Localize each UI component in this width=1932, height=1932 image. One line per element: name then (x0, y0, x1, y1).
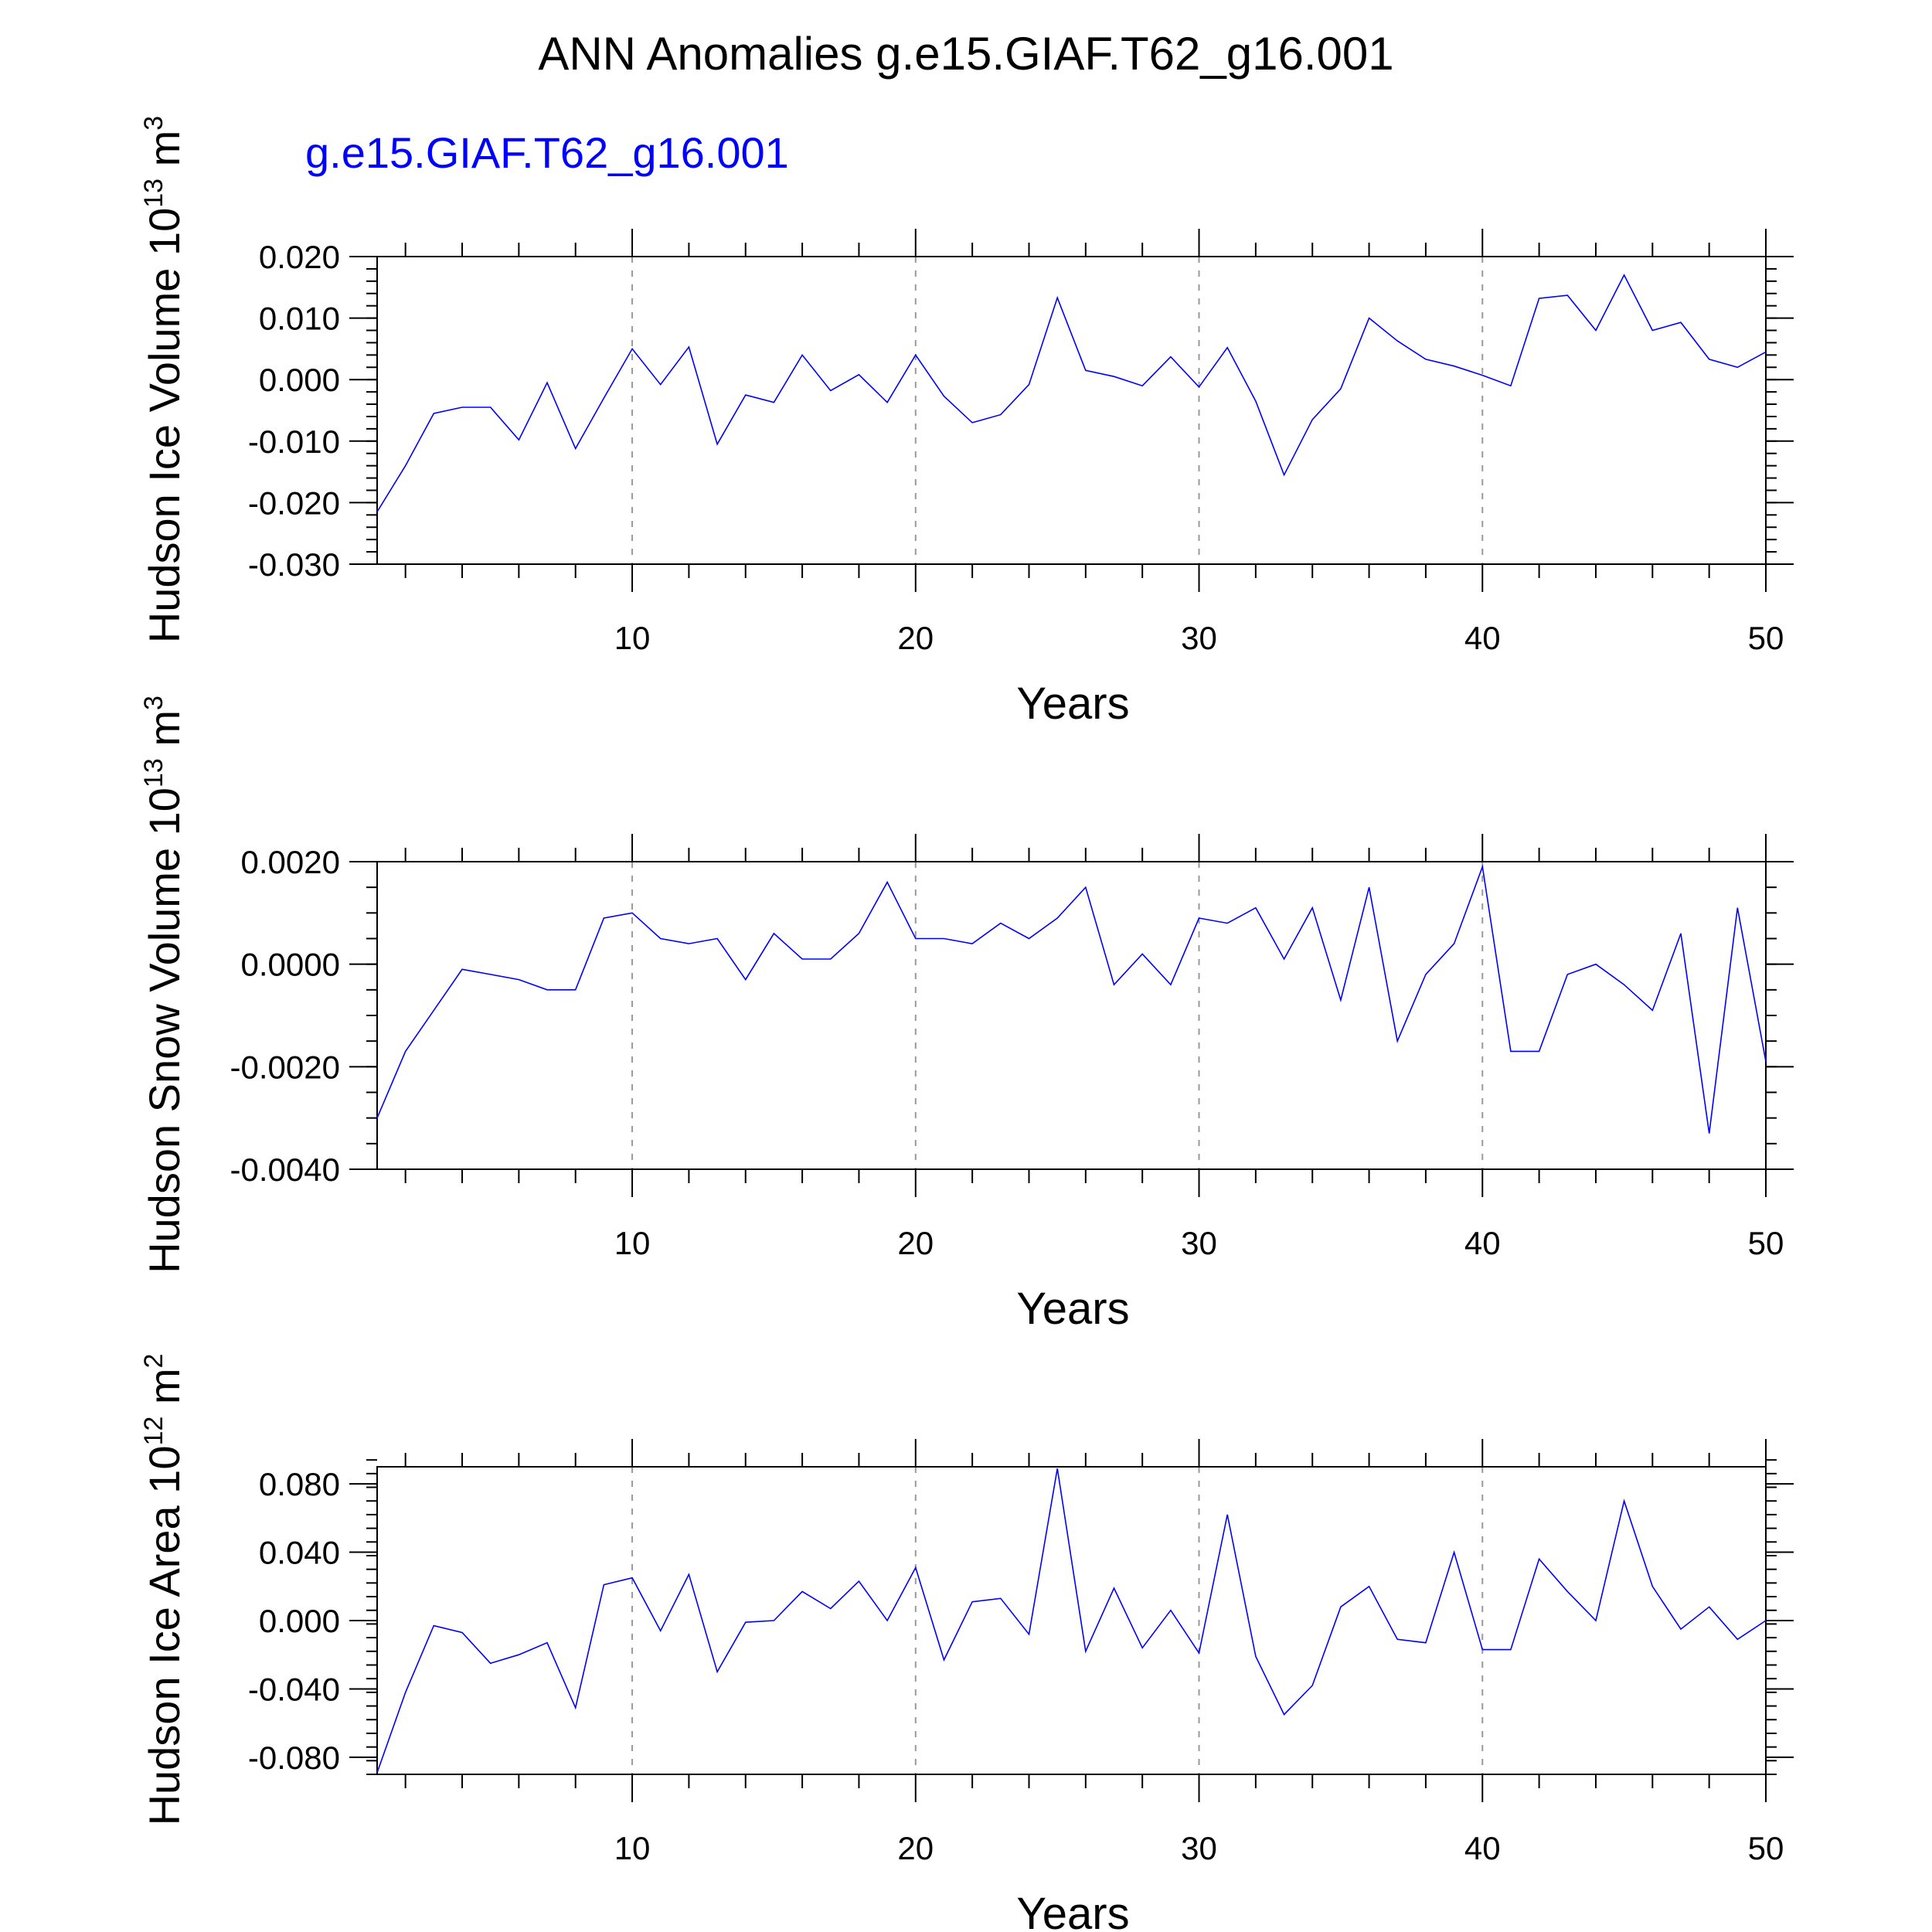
chart-panel-1: 10 20 30 40 50 -0.030 -0.020 -0.010 0.000 0.010 0.… (139, 116, 1794, 729)
y-axis-label-exp: 13 (139, 179, 168, 208)
x-tick-label: 30 (1181, 1225, 1217, 1261)
y-tick-label: -0.0020 (230, 1049, 340, 1085)
y-tick-label: 0.040 (259, 1535, 340, 1571)
y-tick-label: 0.010 (259, 301, 340, 337)
y-tick-label: -0.030 (248, 546, 340, 583)
chart-subtitle: g.e15.GIAF.T62_g16.001 (305, 128, 789, 177)
x-axis-label: Years (1016, 1889, 1129, 1932)
y-axis-label-unit-exp: 2 (139, 1354, 168, 1369)
plot-frame (376, 1466, 1767, 1775)
y-axis-label: Hudson Ice Volume 1013 m3 (139, 116, 189, 643)
y-tick-label: -0.020 (248, 485, 340, 521)
plot-frame (376, 861, 1767, 1170)
x-tick-label: 50 (1748, 620, 1784, 656)
x-tick-label: 10 (614, 1830, 651, 1866)
y-tick-label: 0.080 (259, 1466, 340, 1502)
y-tick-label: -0.0040 (230, 1151, 340, 1188)
y-axis-label-exp: 13 (139, 758, 168, 787)
y-tick-label: 0.020 (259, 239, 340, 275)
y-axis-label-unit-exp: 3 (139, 696, 168, 710)
x-axis-label: Years (1016, 1284, 1129, 1334)
y-axis-label-main: Hudson Ice Area 10 (140, 1446, 189, 1826)
series-line (376, 864, 1767, 1134)
x-axis-label: Years (1016, 679, 1129, 729)
x-tick-label: 20 (897, 1225, 934, 1261)
x-tick-label: 50 (1748, 1225, 1784, 1261)
series-line (376, 274, 1767, 512)
x-tick-label: 40 (1464, 1225, 1501, 1261)
y-tick-label: 0.0000 (241, 947, 340, 983)
y-axis-label-main: Hudson Snow Volume 10 (140, 787, 189, 1274)
y-tick-label: -0.010 (248, 423, 340, 460)
x-tick-label: 40 (1464, 620, 1501, 656)
series-line (376, 1468, 1767, 1774)
chart-panels: 10 20 30 40 50 -0.030 -0.020 -0.010 0.000 0.010 0.… (139, 116, 1794, 1932)
chart-panel-3: 10 20 30 40 50 -0.080 -0.040 0.000 0.040 0.080 Yea… (139, 1354, 1794, 1932)
y-axis-label-exp: 12 (139, 1417, 168, 1446)
x-tick-label: 20 (897, 620, 934, 656)
y-axis-label-main: Hudson Ice Volume 10 (140, 208, 189, 643)
x-tick-label: 20 (897, 1830, 934, 1866)
y-axis-label-unit-exp: 3 (139, 116, 168, 131)
x-tick-label: 50 (1748, 1830, 1784, 1866)
y-axis-label: Hudson Snow Volume 1013 m3 (139, 696, 189, 1274)
y-axis-label-unit: m (140, 131, 189, 179)
x-tick-label: 10 (614, 1225, 651, 1261)
y-tick-label: 0.000 (259, 1603, 340, 1639)
y-axis-label-unit: m (140, 710, 189, 758)
x-tick-label: 30 (1181, 1830, 1217, 1866)
chart-panel-2: 10 20 30 40 50 -0.0040 -0.0020 0.0000 0.0020 Year… (139, 696, 1794, 1334)
x-tick-label: 40 (1464, 1830, 1501, 1866)
y-axis-label: Hudson Ice Area 1012 m2 (139, 1354, 189, 1826)
y-tick-label: -0.080 (248, 1740, 340, 1776)
x-tick-label: 10 (614, 620, 651, 656)
y-tick-label: -0.040 (248, 1671, 340, 1707)
chart-title: ANN Anomalies g.e15.GIAF.T62_g16.001 (538, 28, 1393, 80)
y-tick-label: 0.0020 (241, 844, 340, 880)
plot-frame (376, 256, 1767, 565)
y-tick-label: 0.000 (259, 362, 340, 398)
y-axis-label-unit: m (140, 1368, 189, 1416)
x-tick-label: 30 (1181, 620, 1217, 656)
